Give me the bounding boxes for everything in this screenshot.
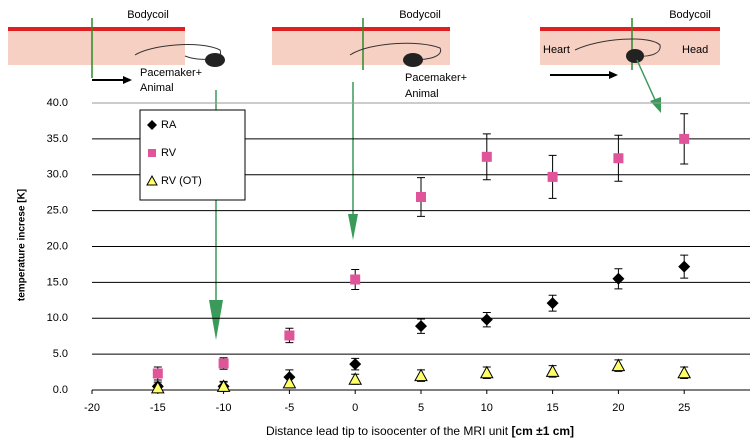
annotation: Bodycoil [399,9,441,21]
annotation: Pacemaker+ [405,72,467,84]
x-tick-label: 10 [481,402,493,414]
y-tick-label: 30.0 [47,169,68,181]
annotation: Head [682,44,708,56]
body-region [8,28,185,65]
x-axis-label: Distance lead tip to isoocenter of the M… [266,424,574,438]
point [678,261,690,273]
pacemaker [626,49,644,63]
legend-label: RV (OT) [161,175,202,187]
y-tick-label: 40.0 [47,97,68,109]
point [547,297,559,309]
y-axis-label: temperature increse [K] [17,189,28,301]
point [415,320,427,332]
y-tick-label: 0.0 [53,384,68,396]
x-axis-label-text: Distance lead tip to isoocenter of the M… [266,424,509,438]
annotation: Pacemaker+ [140,67,202,79]
pacemaker [205,53,225,67]
annotation: Heart [543,44,570,56]
series [152,360,690,393]
point [482,152,492,162]
x-axis-label-unit: [cm ±1 cm] [511,424,574,438]
point [612,360,624,371]
green-arrow-head [650,97,661,113]
point [284,330,294,340]
point [547,365,559,376]
point [679,134,689,144]
annotation: Animal [405,88,439,100]
y-tick-label: 10.0 [47,312,68,324]
point [548,172,558,182]
green-arrow-head [348,214,358,240]
arrow-head [609,71,618,79]
y-tick-label: 15.0 [47,276,68,288]
annotation: Bodycoil [669,9,711,21]
x-tick-label: -10 [216,402,232,414]
point [678,367,690,378]
legend-label: RA [161,119,177,131]
x-tick-label: 5 [418,402,424,414]
x-tick-label: 0 [352,402,358,414]
pacemaker [403,53,423,67]
x-tick-label: -5 [285,402,295,414]
x-tick-label: 20 [612,402,624,414]
legend-label: RV [161,147,177,159]
point [481,314,493,326]
point [349,358,361,370]
green-arrow-head [209,300,223,340]
annotation: Animal [140,82,174,94]
x-tick-label: 15 [546,402,558,414]
point [612,273,624,285]
point [349,373,361,384]
point [153,368,163,378]
y-tick-label: 35.0 [47,133,68,145]
x-tick-label: -15 [150,402,166,414]
x-tick-label: -20 [84,402,100,414]
y-tick-label: 20.0 [47,240,68,252]
x-tick-label: 25 [678,402,690,414]
green-arrow [637,60,656,102]
point [481,367,493,378]
point [219,358,229,368]
point [416,192,426,202]
point [350,275,360,285]
chart: Bodycoil Pacemaker+ Animal Bodycoil Pace… [0,0,750,440]
y-tick-label: 25.0 [47,205,68,217]
arrow-head [123,76,132,84]
legend: RA RV RV (OT) [140,110,245,200]
y-tick-label: 5.0 [53,348,68,360]
annotation: Bodycoil [127,9,169,21]
point [613,153,623,163]
point [415,370,427,381]
legend-marker [148,149,156,157]
